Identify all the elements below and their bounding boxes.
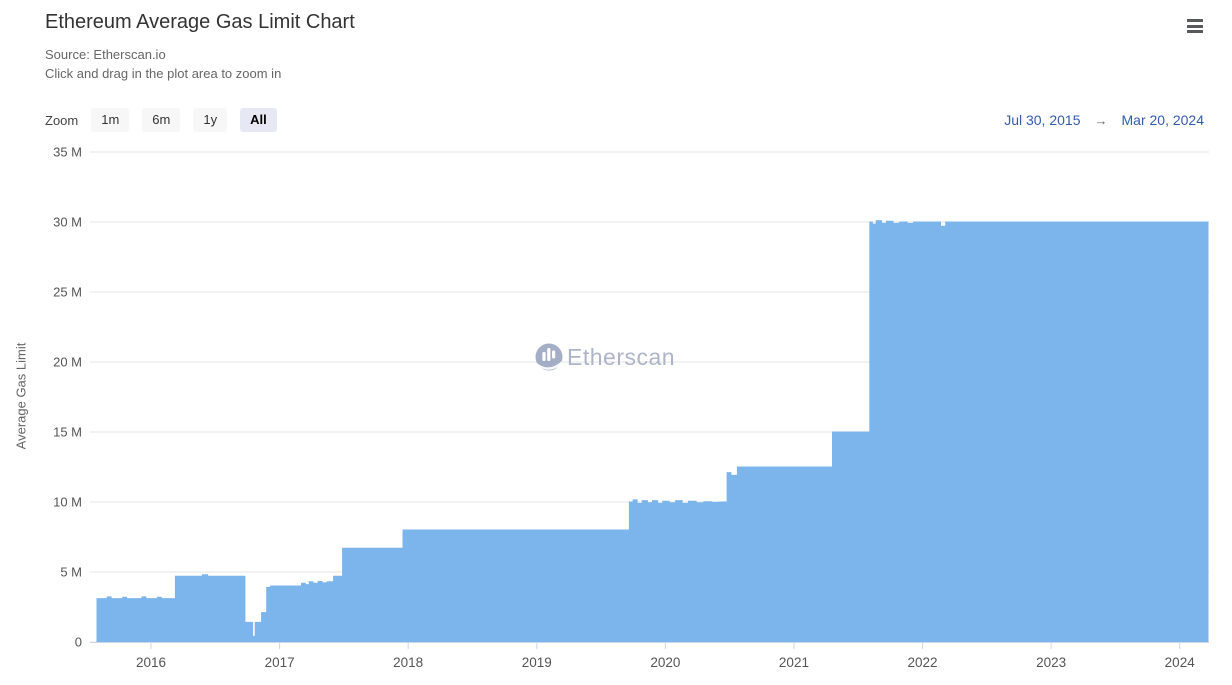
zoom-button-1m[interactable]: 1m xyxy=(91,108,130,132)
arrow-right-icon: → xyxy=(1094,112,1108,128)
x-axis-label: 2020 xyxy=(650,655,680,670)
range-selector: Zoom 1m 6m 1y All xyxy=(45,108,277,132)
etherscan-watermark-text: Etherscan xyxy=(567,344,675,370)
x-axis-label: 2021 xyxy=(779,655,809,670)
chart-subtitle-hint: Click and drag in the plot area to zoom … xyxy=(45,66,282,81)
zoom-label: Zoom xyxy=(45,112,79,128)
zoom-button-1y[interactable]: 1y xyxy=(193,108,228,132)
x-axis-label: 2018 xyxy=(393,655,423,670)
x-axis-label: 2024 xyxy=(1165,655,1196,670)
y-axis-label: 25 M xyxy=(53,285,82,300)
y-axis-label: 5 M xyxy=(60,565,82,580)
y-axis-label: 0 xyxy=(75,635,82,650)
etherscan-logo-icon xyxy=(535,343,563,371)
x-axis-label: 2017 xyxy=(265,655,295,670)
x-axis-label: 2016 xyxy=(136,655,166,670)
y-axis-label: 15 M xyxy=(53,425,82,440)
x-axis-label: 2019 xyxy=(522,655,552,670)
y-axis-label: 20 M xyxy=(53,355,82,370)
y-axis-label: 10 M xyxy=(53,495,82,510)
x-axis-label: 2023 xyxy=(1036,655,1066,670)
average-gas-limit-area-series xyxy=(96,220,1209,643)
zoom-button-all[interactable]: All xyxy=(240,108,277,132)
hamburger-icon-bar xyxy=(1187,30,1203,33)
chart-subtitle-source: Source: Etherscan.io xyxy=(45,47,166,62)
etherscan-watermark: Etherscan xyxy=(535,343,675,371)
chart-context-menu-button[interactable] xyxy=(1187,19,1203,36)
hamburger-icon-bar xyxy=(1187,24,1203,28)
page-title: Ethereum Average Gas Limit Chart xyxy=(45,11,355,33)
date-from-input[interactable]: Jul 30, 2015 xyxy=(1004,112,1081,128)
y-axis-label: 35 M xyxy=(53,145,82,160)
y-axis-label: 30 M xyxy=(53,215,82,230)
x-axis-label: 2022 xyxy=(908,655,938,670)
date-range-inputs: Jul 30, 2015 → Mar 20, 2024 xyxy=(1004,112,1204,128)
date-to-input[interactable]: Mar 20, 2024 xyxy=(1121,112,1205,128)
hamburger-icon-bar xyxy=(1187,19,1203,22)
plot-area[interactable] xyxy=(90,152,1209,642)
zoom-button-6m[interactable]: 6m xyxy=(142,108,181,132)
